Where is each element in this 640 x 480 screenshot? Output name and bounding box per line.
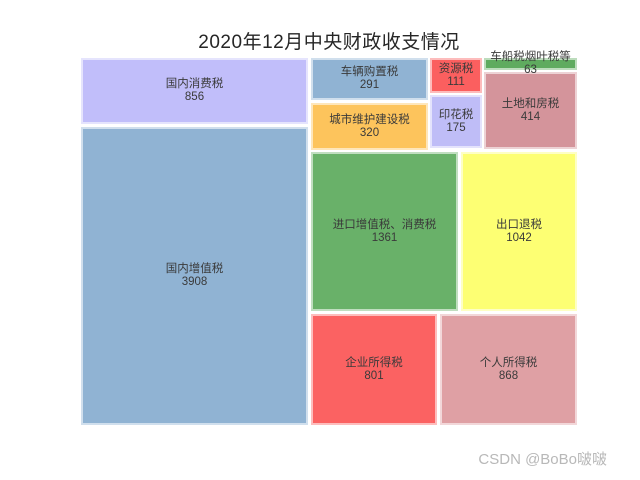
watermark: CSDN @BoBo啵啵 (478, 451, 607, 468)
block-name: 个人所得税 (479, 356, 538, 369)
block-label: 出口退税 1042 (496, 219, 542, 245)
treemap-block: 印花税 175 (430, 95, 482, 148)
block-value: 1361 (371, 231, 398, 244)
treemap-block: 企业所得税 801 (311, 314, 437, 425)
block-label: 进口增值税、消费税 1361 (333, 219, 437, 245)
block-label: 个人所得税 868 (480, 357, 538, 383)
block-name: 企业所得税 (345, 356, 403, 369)
treemap-block: 城市维护建设税 320 (311, 103, 428, 150)
block-name: 印花税 (438, 108, 474, 121)
block-value: 801 (364, 369, 384, 382)
block-value: 320 (359, 126, 380, 139)
block-value: 175 (446, 121, 466, 134)
block-label: 资源税 111 (439, 63, 474, 89)
block-value: 3908 (181, 276, 208, 288)
block-value: 291 (359, 79, 380, 91)
treemap-block: 国内增值税 3908 (81, 127, 308, 425)
block-value: 1042 (506, 231, 532, 244)
block-label: 土地和房税 414 (502, 98, 560, 124)
block-value: 868 (498, 369, 519, 382)
treemap-block: 车辆购置税 291 (311, 58, 428, 100)
block-value: 414 (520, 110, 541, 123)
block-label: 企业所得税 801 (345, 357, 403, 383)
block-label: 车船税烟叶税等 63 (490, 51, 571, 77)
block-name: 国内增值税 (165, 263, 224, 275)
treemap-block: 资源税 111 (430, 58, 482, 93)
chart-title: 2020年12月中央财政收支情况 (198, 32, 460, 53)
block-label: 车辆购置税 291 (341, 66, 399, 92)
block-label: 印花税 175 (439, 109, 474, 135)
block-name: 车船税烟叶税等 (490, 51, 571, 63)
block-name: 车辆购置税 (340, 66, 399, 78)
block-label: 国内增值税 3908 (166, 263, 224, 289)
block-value: 856 (184, 91, 205, 103)
treemap-block: 出口退税 1042 (461, 152, 577, 311)
block-label: 城市维护建设税 320 (329, 114, 410, 140)
block-label: 国内消费税 856 (166, 78, 224, 104)
block-name: 城市维护建设税 (329, 113, 410, 126)
block-name: 进口增值税、消费税 (332, 218, 437, 231)
block-value: 111 (447, 75, 465, 88)
block-name: 国内消费税 (165, 78, 224, 90)
treemap-block: 车船税烟叶税等 63 (484, 51, 577, 76)
block-name: 土地和房税 (501, 97, 560, 110)
treemap-block: 进口增值税、消费税 1361 (311, 152, 458, 311)
treemap-block: 土地和房税 414 (484, 72, 577, 149)
block-name: 资源税 (438, 62, 474, 75)
block-name: 出口退税 (496, 218, 542, 231)
block-value: 63 (524, 64, 537, 76)
treemap-block: 国内消费税 856 (81, 58, 308, 124)
treemap-block: 个人所得税 868 (440, 314, 577, 425)
